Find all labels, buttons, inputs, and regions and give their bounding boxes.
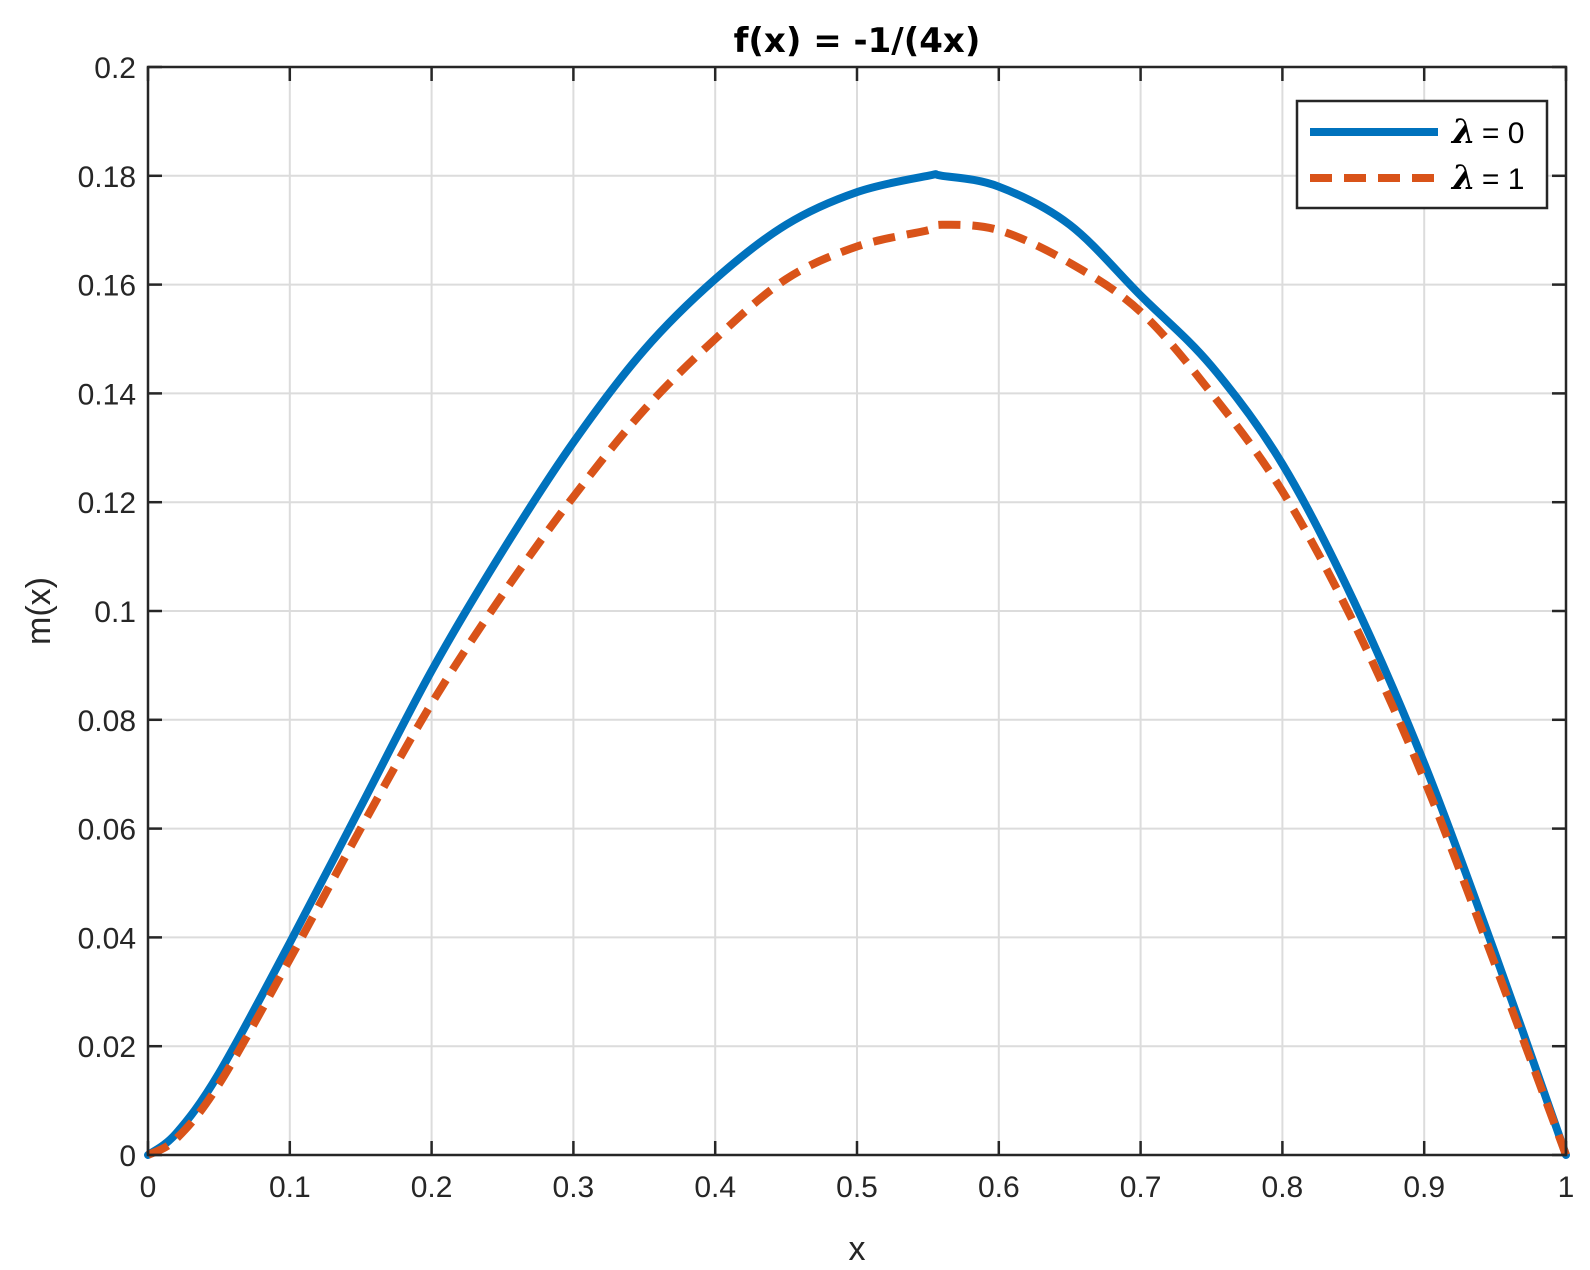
y-axis-label: m(x) bbox=[20, 577, 58, 645]
series-layer bbox=[144, 170, 1570, 1159]
x-tick-label: 0.8 bbox=[1262, 1171, 1304, 1204]
y-tick-label: 0.18 bbox=[78, 161, 136, 194]
legend: λ = 0 λ = 1 bbox=[1295, 99, 1549, 210]
x-tick-label: 0.1 bbox=[269, 1171, 311, 1204]
legend-symbol-lambda-0: λ bbox=[1450, 112, 1476, 152]
x-tick-label: 0.2 bbox=[411, 1171, 453, 1204]
y-tick-label: 0.2 bbox=[94, 52, 136, 85]
legend-label-lambda-1: λ = 1 bbox=[1450, 158, 1524, 198]
y-tick-label: 0.1 bbox=[94, 596, 136, 629]
tick-labels: 0 0.1 0.2 0.3 0.4 0.5 0.6 0.7 0.8 0.9 1 0 0.02 0.04 0.… bbox=[78, 52, 1575, 1204]
legend-box bbox=[1295, 99, 1549, 210]
ticks bbox=[146, 65, 1568, 1157]
x-axis-label: x bbox=[849, 1230, 866, 1268]
x-tick-label: 0.4 bbox=[694, 1171, 736, 1204]
y-tick-label: 0 bbox=[119, 1140, 136, 1173]
x-tick-label: 0.3 bbox=[553, 1171, 595, 1204]
x-tick-label: 0.9 bbox=[1403, 1171, 1445, 1204]
legend-value-lambda-1: = 1 bbox=[1482, 163, 1525, 196]
y-tick-label: 0.04 bbox=[78, 922, 136, 955]
legend-label-lambda-0: λ = 0 bbox=[1450, 112, 1524, 152]
legend-value-lambda-0: = 0 bbox=[1482, 117, 1525, 150]
x-tick-label: 1 bbox=[1558, 1171, 1575, 1204]
x-tick-label: 0 bbox=[140, 1171, 157, 1204]
y-tick-label: 0.08 bbox=[78, 705, 136, 738]
x-tick-label: 0.5 bbox=[836, 1171, 878, 1204]
y-tick-label: 0.16 bbox=[78, 270, 136, 303]
x-tick-label: 0.6 bbox=[978, 1171, 1020, 1204]
y-tick-label: 0.02 bbox=[78, 1031, 136, 1064]
legend-symbol-lambda-1: λ bbox=[1450, 158, 1476, 198]
series-line-lambda-0 bbox=[144, 170, 1570, 1159]
y-tick-label: 0.14 bbox=[78, 378, 136, 411]
y-tick-label: 0.06 bbox=[78, 814, 136, 847]
series-line-lambda-1 bbox=[146, 220, 1570, 1159]
chart-title: f(x) = -1/(4x) bbox=[734, 21, 981, 61]
y-tick-label: 0.12 bbox=[78, 487, 136, 520]
x-tick-label: 0.7 bbox=[1120, 1171, 1162, 1204]
